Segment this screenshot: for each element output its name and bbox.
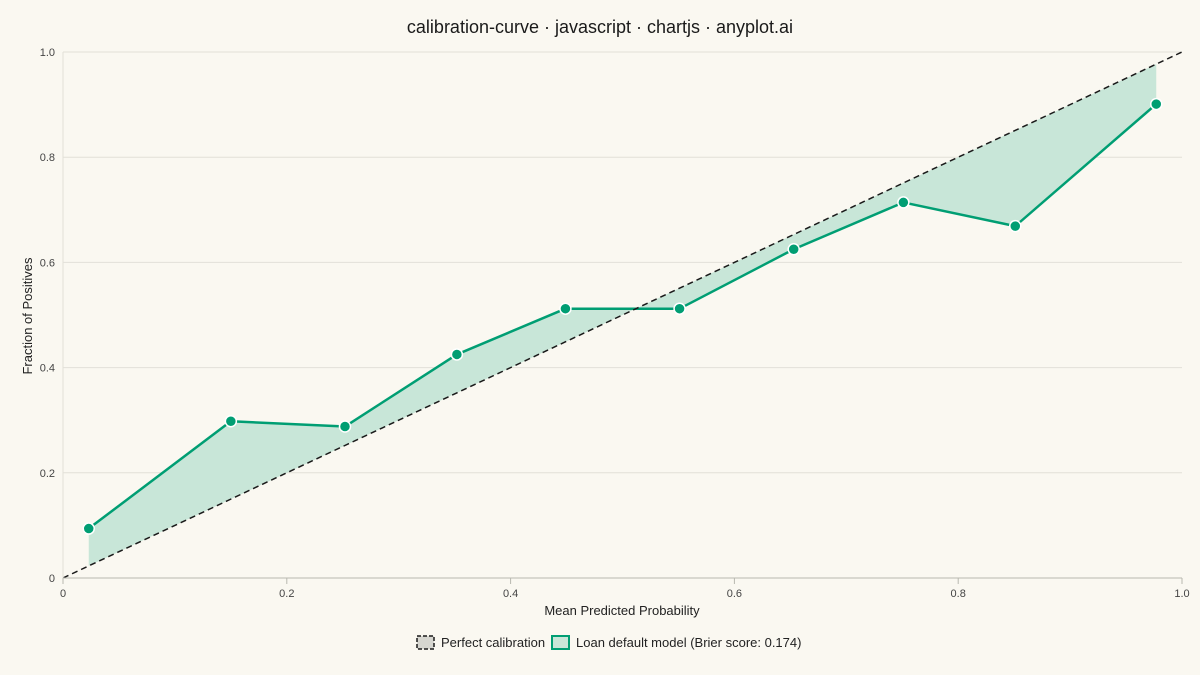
model-data-point [787, 243, 800, 256]
legend: Perfect calibration Loan default model (B… [416, 635, 801, 650]
series-lines [62, 51, 1183, 579]
model-data-point [450, 348, 464, 361]
x-tick-label: 0.4 [503, 588, 518, 600]
model-data-point [1009, 219, 1022, 233]
y-tick-label: 0.2 [40, 468, 55, 480]
model-data-point [559, 302, 572, 315]
y-tick-label: 0.4 [40, 363, 55, 375]
series-points [82, 97, 1163, 535]
x-axis-title: Mean Predicted Probability [544, 603, 700, 618]
x-tick-label: 0 [60, 588, 66, 600]
legend-label-perfect: Perfect calibration [441, 635, 545, 650]
x-tick-label: 1.0 [1174, 588, 1189, 600]
legend-swatch-perfect [416, 635, 435, 650]
chart-title: calibration-curve · javascript · chartjs… [407, 17, 793, 37]
y-tick-label: 0.6 [40, 257, 55, 269]
legend-label-model: Loan default model (Brier score: 0.174) [576, 635, 801, 650]
y-tick-label: 0 [49, 573, 55, 585]
model-data-point [673, 302, 686, 315]
axes: 0 0.2 0.4 0.6 0.8 1.0 0 0.2 0.4 0.6 0.8 1.0 [40, 47, 1190, 600]
model-data-point [82, 522, 95, 535]
y-tick-label: 1.0 [40, 47, 55, 59]
x-tick-label: 0.8 [951, 588, 966, 600]
model-calibration-line [87, 103, 1158, 530]
model-data-point [338, 420, 352, 433]
perfect-calibration-line [62, 51, 1183, 579]
x-tick-label: 0.2 [279, 588, 294, 600]
x-tick-label: 0.6 [727, 588, 742, 600]
y-axis-title: Fraction of Positives [20, 257, 35, 375]
legend-swatch-model [551, 635, 570, 650]
model-data-point [897, 196, 910, 209]
y-tick-label: 0.8 [40, 152, 55, 164]
model-data-point [224, 415, 238, 428]
model-data-point [1150, 97, 1163, 111]
